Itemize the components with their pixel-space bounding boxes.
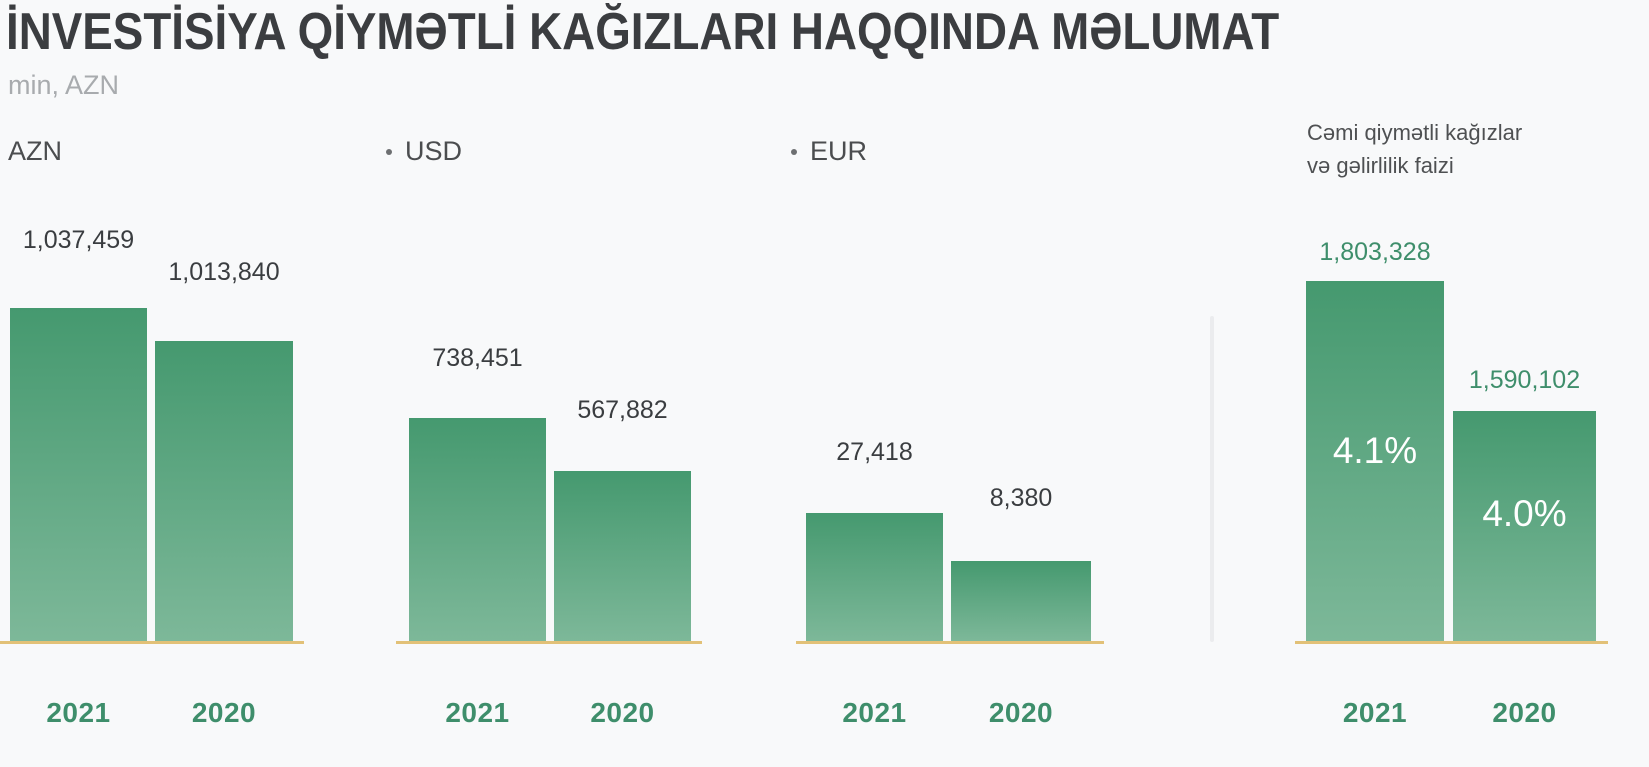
yield-percent-2020: 4.0% xyxy=(1482,493,1567,534)
bar-total-2021 xyxy=(1306,281,1444,641)
total-group-label: Cəmi qiymətli kağızlar və gəlirlilik fai… xyxy=(1307,116,1522,182)
year-label: 2021 xyxy=(445,697,510,728)
yield-percent-2021: 4.1% xyxy=(1332,430,1418,471)
group-header-eur-label: EUR xyxy=(810,136,868,166)
total-group-label-line1: Cəmi qiymətli kağızlar xyxy=(1307,120,1523,145)
bar-value-label: 1,037,459 xyxy=(22,226,135,254)
baseline xyxy=(1295,641,1608,644)
bullet-icon xyxy=(386,148,392,155)
year-label: 2021 xyxy=(46,697,111,728)
chart-unit-label: min, AZN xyxy=(8,70,120,100)
bar-total-2020 xyxy=(1453,411,1596,641)
year-label: 2020 xyxy=(1492,697,1557,728)
group-header-eur: EUR xyxy=(791,136,867,167)
bar-usd-2021 xyxy=(409,418,546,641)
bar-value-label-total: 1,590,102 xyxy=(1468,366,1581,394)
total-group-label-line2: və gəlirlilik faizi xyxy=(1307,153,1454,178)
group-header-usd-label: USD xyxy=(405,136,463,166)
bar-eur-2020 xyxy=(951,561,1091,641)
bullet-icon xyxy=(791,148,797,155)
baseline xyxy=(0,641,304,644)
year-label: 2021 xyxy=(1342,697,1408,728)
group-header-usd: USD xyxy=(386,136,462,167)
year-label: 2021 xyxy=(842,697,907,728)
bar-azn-2021 xyxy=(10,308,147,641)
bar-value-label-total: 1,803,328 xyxy=(1319,238,1431,266)
group-header-azn-label: AZN xyxy=(8,136,62,166)
year-label: 2020 xyxy=(988,697,1054,728)
page-title: İNVESTİSİYA QİYMƏTLİ KAĞIZLARI HAQQINDA … xyxy=(6,3,1280,61)
group-divider xyxy=(1210,316,1214,642)
bar-value-label: 8,380 xyxy=(989,484,1053,512)
bar-value-label: 738,451 xyxy=(432,344,523,372)
year-label: 2020 xyxy=(191,697,257,728)
bar-value-label: 27,418 xyxy=(836,438,913,466)
bar-eur-2021 xyxy=(806,513,943,641)
group-header-azn: AZN xyxy=(8,136,62,167)
bar-value-label: 1,013,840 xyxy=(168,258,280,286)
bar-azn-2020 xyxy=(155,341,293,641)
baseline xyxy=(796,641,1104,644)
bar-usd-2020 xyxy=(554,471,691,641)
bar-value-label: 567,882 xyxy=(577,396,668,424)
year-label: 2020 xyxy=(590,697,655,728)
baseline xyxy=(396,641,702,644)
